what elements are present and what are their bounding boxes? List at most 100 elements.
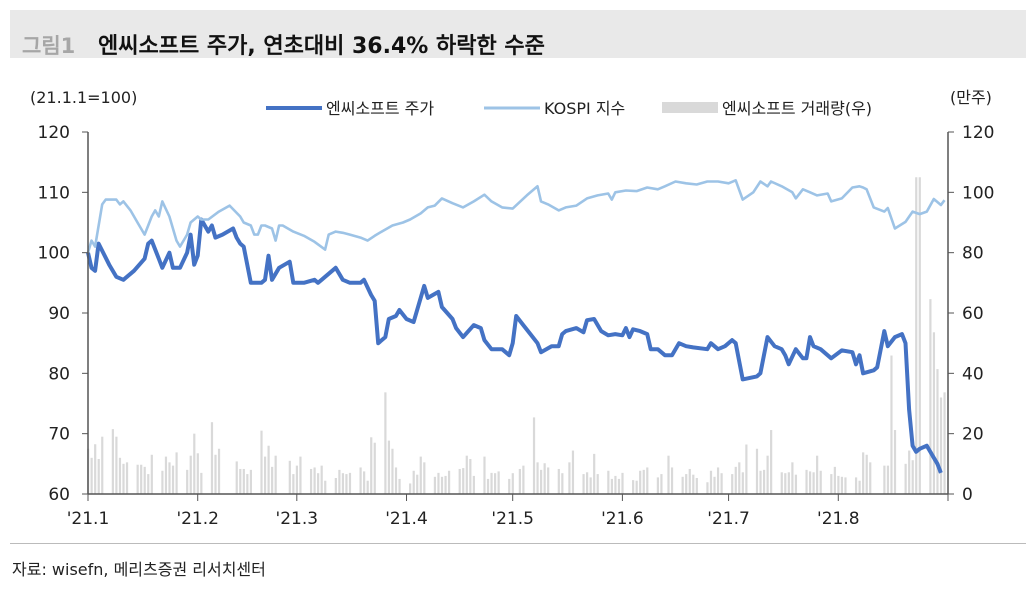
volume-bar: [862, 452, 865, 494]
volume-bar: [833, 466, 836, 494]
volume-bar: [741, 472, 744, 494]
volume-bar: [568, 462, 571, 494]
volume-bar: [685, 474, 688, 494]
volume-bar: [610, 478, 613, 494]
volume-bar: [472, 475, 475, 494]
volume-bar: [932, 332, 936, 494]
volume-bar: [164, 456, 168, 494]
volume-bar: [518, 468, 521, 494]
volume-bar: [561, 473, 564, 494]
volume-bar: [670, 467, 674, 494]
volume-bar: [345, 474, 348, 494]
volume-bar: [716, 467, 720, 494]
volume-bar: [483, 456, 486, 494]
volume-bar: [338, 469, 341, 494]
volume-bar: [299, 456, 302, 494]
volume-bar: [755, 448, 759, 494]
left-tick-label: 90: [48, 304, 70, 324]
volume-bar: [837, 475, 840, 494]
volume-bar: [263, 456, 267, 494]
volume-bar: [865, 454, 868, 494]
volume-bar: [918, 177, 921, 494]
left-tick-label: 60: [48, 485, 70, 505]
volume-bar: [915, 177, 918, 494]
volume-bar: [869, 462, 872, 494]
volume-bar: [437, 472, 440, 494]
volume-bar: [858, 480, 861, 494]
left-axis-unit: (21.1.1=100): [30, 88, 137, 107]
source-divider: [10, 543, 1026, 544]
volume-bar: [586, 472, 589, 494]
left-tick-label: 70: [48, 425, 70, 445]
left-tick-label: 80: [48, 364, 70, 384]
volume-bar: [893, 430, 897, 494]
volume-bar: [115, 436, 118, 494]
volume-bar: [140, 464, 143, 494]
volume-bar: [444, 475, 447, 494]
volume-bar: [292, 474, 295, 494]
volume-bar: [246, 474, 249, 494]
volume-bar: [309, 468, 313, 494]
volume-bar: [593, 453, 596, 494]
volume-bar: [469, 459, 472, 494]
volume-bar: [540, 469, 543, 494]
right-tick-label: 40: [962, 364, 984, 384]
volume-bar: [819, 470, 822, 494]
right-tick-label: 60: [962, 304, 984, 324]
volume-bar: [766, 455, 769, 494]
volume-bar: [738, 462, 741, 494]
volume-bar: [214, 454, 217, 494]
volume-bar: [150, 454, 153, 494]
volume-bar: [90, 457, 93, 494]
volume-bar: [635, 480, 638, 494]
volume-bar: [508, 478, 511, 494]
volume-bar: [571, 450, 575, 494]
volume-bar: [196, 453, 199, 494]
volume-bar: [688, 468, 691, 494]
title-bar: 그림1 엔씨소프트 주가, 연초대비 36.4% 하락한 수준: [10, 10, 1026, 59]
volume-bar: [646, 467, 649, 494]
source-note: 자료: wisefn, 메리츠증권 리서치센터: [12, 560, 266, 579]
volume-bar: [359, 467, 362, 494]
volume-bar: [97, 459, 100, 494]
volume-bar: [249, 469, 252, 494]
volume-bar: [660, 474, 663, 494]
volume-bar: [462, 468, 465, 494]
volume-bar: [547, 467, 550, 494]
volume-bar: [936, 369, 939, 494]
volume-bar: [939, 397, 943, 494]
volume-bar: [607, 470, 610, 494]
volume-bar: [812, 472, 815, 494]
volume-bar: [317, 473, 320, 494]
volume-bar: [186, 469, 189, 494]
volume-bar: [784, 473, 787, 494]
volume-bar: [734, 466, 737, 494]
volume-bar: [274, 455, 277, 494]
volume-bar: [886, 465, 890, 494]
figure-label: 그림1: [22, 34, 76, 58]
volume-bar: [423, 462, 426, 494]
volume-bar: [416, 474, 419, 494]
right-tick-label: 100: [962, 183, 994, 203]
volume-bar: [320, 465, 323, 494]
volume-bar: [854, 477, 858, 494]
volume-bar: [614, 475, 617, 494]
volume-bar: [171, 465, 175, 494]
volume-bar: [844, 477, 847, 494]
volume-bar: [908, 450, 911, 494]
volume-bar: [447, 470, 451, 494]
volume-bar: [217, 448, 221, 494]
volume-bar: [486, 478, 490, 494]
volume-bar: [883, 465, 886, 494]
volume-bar: [770, 430, 773, 494]
volume-bar: [193, 433, 196, 494]
left-tick-label: 100: [38, 244, 70, 264]
x-tick-label: '21.3: [276, 509, 319, 529]
volume-bar: [295, 465, 299, 494]
volume-bar: [840, 476, 844, 494]
volume-bar: [200, 472, 203, 494]
volume-bar: [94, 444, 97, 494]
volume-bar: [189, 455, 192, 494]
volume-bar: [667, 455, 670, 494]
volume-bars: [87, 177, 946, 494]
